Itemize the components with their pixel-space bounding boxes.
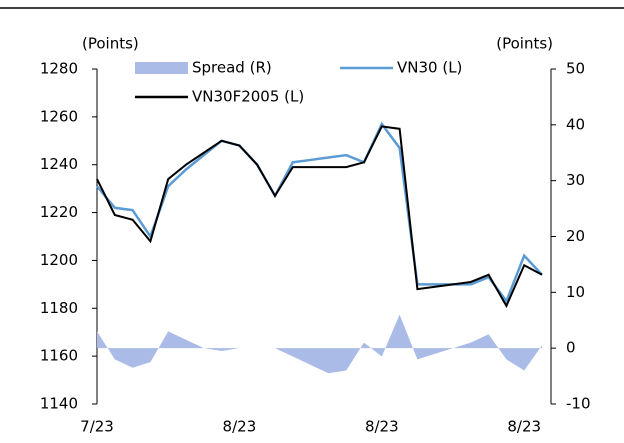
y2-tick-label: 40: [566, 115, 585, 133]
legend-swatch: [135, 62, 188, 74]
y-tick-label: 1180: [40, 299, 78, 317]
x-tick-label: 8/23: [223, 418, 257, 436]
y2-tick-label: 0: [566, 339, 576, 357]
series-line: [96, 125, 543, 309]
x-tick-label: 8/23: [365, 418, 399, 436]
x-tick-label: 8/23: [507, 418, 541, 436]
y-tick-label: 1140: [40, 395, 78, 413]
y-tick-label: 1200: [40, 251, 78, 269]
x-tick-label: 7/23: [80, 418, 114, 436]
y-tick-label: 1280: [40, 60, 78, 78]
legend-label: VN30F2005 (L): [192, 88, 304, 106]
y2-tick-label: 10: [566, 283, 585, 301]
y-tick-label: 1160: [40, 347, 78, 365]
series-line: [96, 121, 543, 304]
y-tick-label: 1220: [40, 203, 78, 221]
y-tick-label: 1260: [40, 107, 78, 125]
y2-tick-label: 20: [566, 227, 585, 245]
legend-label: VN30 (L): [397, 59, 462, 77]
spread-area: [97, 314, 542, 374]
legend-label: Spread (R): [192, 59, 272, 77]
y2-axis-label: (Points): [496, 35, 553, 53]
y2-tick-label: 30: [566, 171, 585, 189]
y-axis-label: (Points): [82, 35, 139, 53]
y-tick-label: 1240: [40, 155, 78, 173]
y2-tick-label: 50: [566, 60, 585, 78]
y2-tick-label: -10: [566, 395, 591, 413]
